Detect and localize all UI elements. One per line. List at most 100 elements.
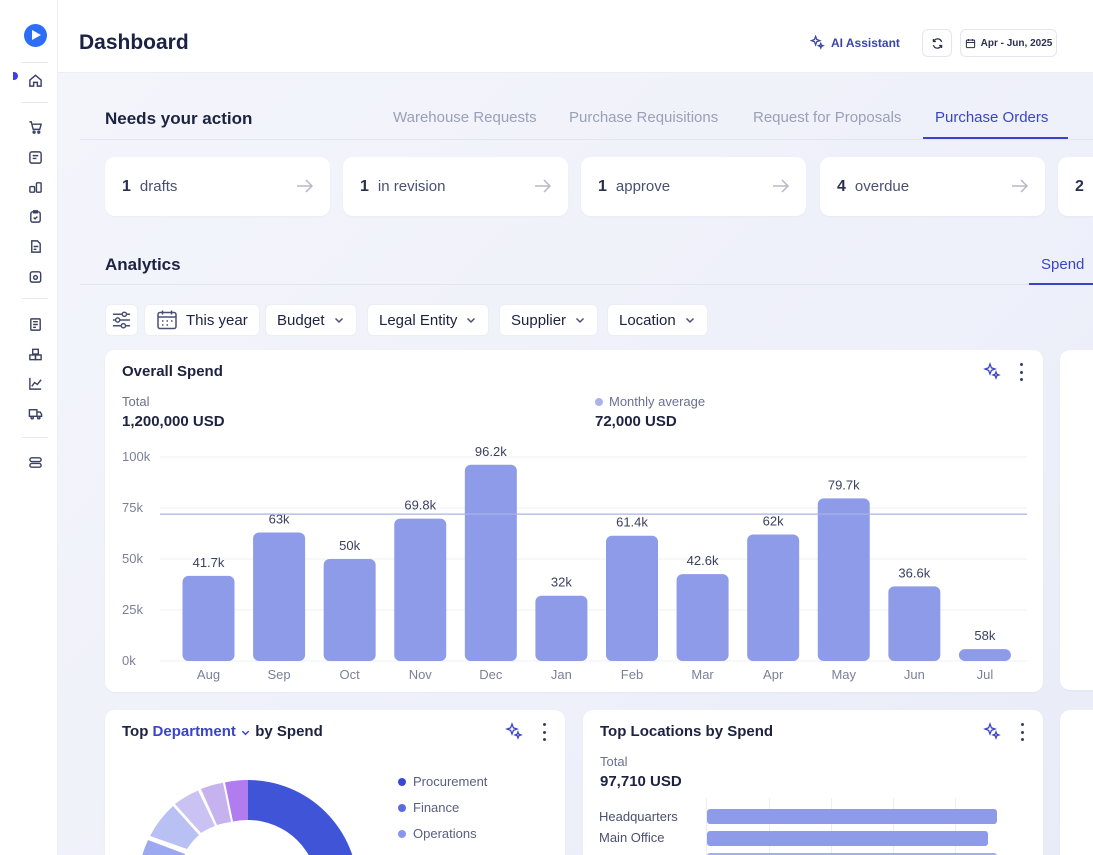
action-card-in-revision[interactable]: 1 in revision: [343, 157, 568, 216]
period-filter-label: This year: [186, 311, 248, 329]
chevron-down-icon: [334, 317, 343, 324]
bar: [394, 518, 447, 661]
x-tick-label: Oct: [340, 667, 361, 682]
location-bar: [707, 809, 997, 824]
boxes-icon[interactable]: [27, 346, 43, 362]
invoice-icon[interactable]: [27, 316, 43, 332]
legend-item: Finance: [398, 800, 459, 815]
budget-filter[interactable]: Budget: [265, 304, 357, 336]
x-tick-label: Jul: [977, 667, 994, 682]
card-title: Overall Spend: [122, 363, 223, 380]
department-donut-chart: [142, 779, 353, 855]
action-card-approve[interactable]: 1 approve: [581, 157, 806, 216]
x-tick-label: Apr: [763, 667, 784, 682]
avg-label: Monthly average: [609, 394, 706, 409]
legend-label: Procurement: [413, 774, 488, 789]
action-card-drafts[interactable]: 1 drafts: [105, 157, 330, 216]
location-bar: [707, 831, 989, 846]
top-department-card: Top Department by Spend Procurement Fina…: [105, 710, 565, 855]
truck-icon[interactable]: [27, 405, 43, 421]
legal-entity-filter[interactable]: Legal Entity: [367, 304, 490, 336]
requests-icon[interactable]: [27, 149, 43, 165]
tab-purchase-orders[interactable]: Purchase Orders: [935, 109, 1049, 126]
side-card-partial: [1060, 350, 1093, 690]
clipboard-icon[interactable]: [27, 208, 43, 224]
x-tick-label: Mar: [691, 667, 714, 682]
refresh-button[interactable]: [922, 29, 952, 57]
logo-icon[interactable]: [24, 24, 47, 47]
sparkle-icon[interactable]: [983, 362, 1001, 380]
tab-purchase-requisitions[interactable]: Purchase Requisitions: [569, 109, 719, 126]
bar: [323, 559, 376, 661]
bar-value-label: 42.6k: [687, 553, 719, 568]
y-tick-label: 25k: [122, 602, 143, 617]
dimension-selector[interactable]: Department: [153, 723, 252, 740]
supplier-filter[interactable]: Supplier: [499, 304, 599, 336]
location-bar: [707, 853, 997, 855]
x-tick-label: Dec: [479, 667, 503, 682]
bar-value-label: 96.2k: [475, 444, 507, 459]
settings-icon[interactable]: [27, 454, 43, 470]
total-value: 97,710 USD: [600, 773, 682, 790]
bar: [535, 595, 588, 661]
tab-spend[interactable]: Spend: [1041, 256, 1085, 273]
suppliers-icon[interactable]: [27, 179, 43, 195]
bar: [888, 586, 941, 661]
avg-value: 72,000 USD: [595, 413, 677, 430]
legend-item: Procurement: [398, 774, 487, 789]
x-tick-label: Feb: [621, 667, 643, 682]
sparkle-icon[interactable]: [505, 722, 523, 740]
bar: [817, 498, 870, 661]
action-tabs: Warehouse Requests Purchase Requisitions…: [80, 106, 1093, 140]
bar-value-label: 63k: [269, 511, 290, 526]
period-filter[interactable]: This year: [144, 304, 260, 336]
sliders-icon: [112, 311, 131, 329]
chevron-down-icon: [576, 317, 585, 324]
overall-spend-chart: 0k 25k 50k 75k 100k 41.7k Aug 63k Sep 50k Oct 69.8k…: [122, 444, 1027, 682]
total-value: 1,200,000 USD: [122, 413, 225, 430]
title-prefix: Top: [122, 723, 149, 740]
date-range-button[interactable]: Apr - Jun, 2025: [960, 29, 1057, 57]
bar: [676, 574, 729, 661]
ai-assistant-label: AI Assistant: [831, 35, 900, 50]
x-tick-label: Sep: [268, 667, 291, 682]
sparkle-icon[interactable]: [983, 722, 1001, 740]
y-tick-label: 50k: [122, 551, 143, 566]
more-options-icon[interactable]: [1018, 363, 1024, 381]
sidebar-divider: [22, 62, 48, 63]
dimension-label: Department: [152, 723, 236, 740]
more-options-icon[interactable]: [1019, 723, 1025, 741]
ai-assistant-button[interactable]: AI Assistant: [810, 35, 900, 50]
filter-settings-button[interactable]: [105, 304, 138, 336]
bar-value-label: 58k: [974, 628, 995, 643]
chevron-down-icon: [685, 317, 694, 324]
y-tick-label: 0k: [122, 653, 136, 668]
action-card-overdue[interactable]: 4 overdue: [820, 157, 1045, 216]
tab-request-for-proposals[interactable]: Request for Proposals: [753, 109, 902, 126]
location-filter[interactable]: Location: [607, 304, 708, 336]
x-tick-label: May: [831, 667, 856, 682]
archive-icon[interactable]: [27, 268, 43, 284]
card-title: Top Locations by Spend: [600, 723, 774, 740]
action-count: 1: [122, 177, 131, 195]
cart-icon[interactable]: [27, 119, 43, 135]
sidebar: [0, 0, 58, 855]
page-title: Dashboard: [79, 31, 189, 54]
home-icon[interactable]: [27, 72, 43, 88]
calendar-icon: [965, 38, 975, 48]
sparkle-icon: [810, 35, 825, 50]
date-range-label: Apr - Jun, 2025: [980, 37, 1053, 49]
active-tab-underline: [1029, 283, 1093, 285]
action-card-partial[interactable]: 2: [1058, 157, 1093, 216]
analytics-icon[interactable]: [27, 375, 43, 391]
document-icon[interactable]: [27, 238, 43, 254]
top-header: Dashboard AI Assistant Apr - Jun, 2025: [58, 0, 1093, 73]
donut-segment: [175, 790, 215, 833]
x-tick-label: Aug: [197, 667, 220, 682]
sidebar-divider: [22, 298, 48, 299]
location-label: Headquarters: [599, 809, 678, 824]
bar-value-label: 32k: [551, 575, 572, 590]
more-options-icon[interactable]: [541, 723, 547, 741]
overall-spend-card: Overall Spend Total 1,200,000 USD Monthl…: [105, 350, 1043, 692]
tab-warehouse-requests[interactable]: Warehouse Requests: [393, 109, 537, 126]
